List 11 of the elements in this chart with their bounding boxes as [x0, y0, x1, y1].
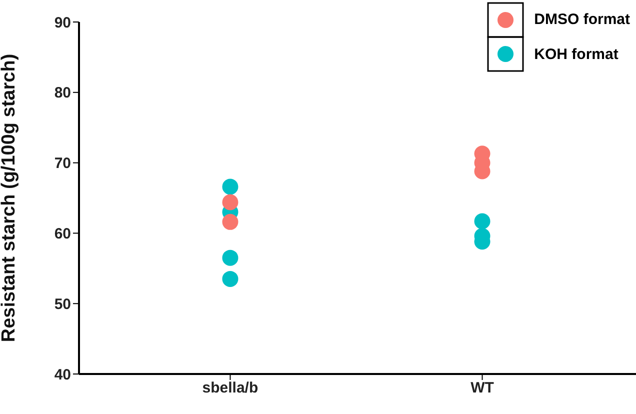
legend-label: KOH format [534, 46, 618, 63]
y-tick-label: 40 [54, 366, 71, 384]
y-tick-label: 90 [54, 14, 71, 32]
y-tick-label: 50 [54, 296, 71, 313]
x-tick-label: WT [470, 380, 494, 397]
legend-label: DMSO format [534, 11, 630, 28]
y-tick-label: 60 [54, 226, 71, 243]
y-tick-label: 80 [54, 84, 71, 102]
y-axis-title: Resistant starch (g/100g starch) [0, 54, 20, 342]
x-tick-label: sbella/b [202, 380, 258, 397]
y-tick-label: 70 [54, 155, 71, 172]
